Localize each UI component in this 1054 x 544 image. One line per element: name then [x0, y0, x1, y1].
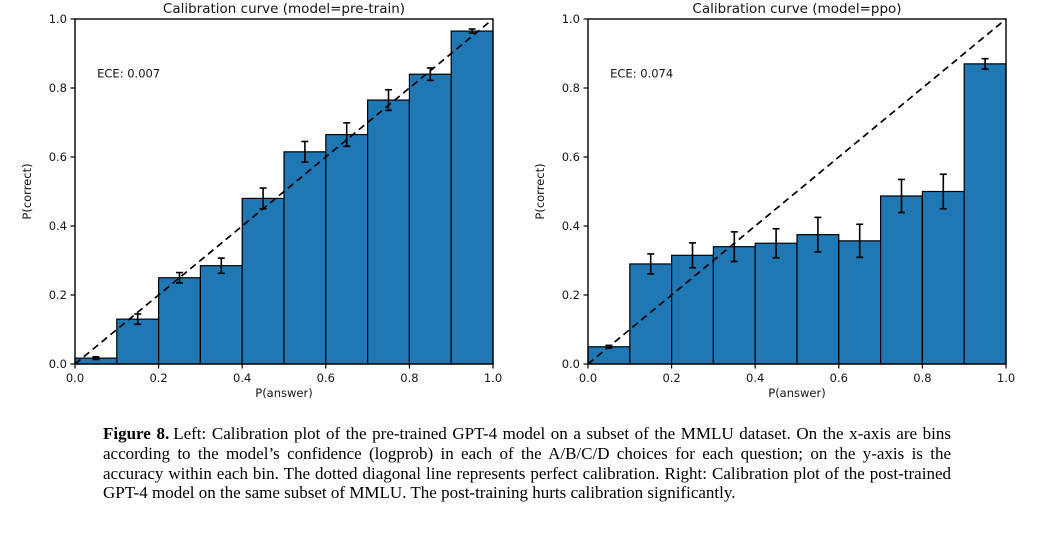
calibration-figure: 0.0 0.2 0.4 0.6 0.8 1.0 0.0 0.2 0.4 0.6 0.8 1.0 Cali…	[20, 1, 1015, 503]
perfect-calibration-line	[587, 18, 1007, 365]
error-bar	[217, 257, 225, 275]
y-axis-label: P(correct)	[20, 163, 34, 219]
error-bar	[856, 223, 864, 259]
error-bar	[772, 227, 780, 259]
histogram-bar	[241, 197, 285, 365]
histogram-bar	[671, 254, 715, 365]
error-bar	[92, 355, 100, 361]
x-tick-label: 0.8	[913, 371, 931, 385]
ece-annotation: ECE: 0.074	[610, 67, 673, 81]
histogram-bar	[754, 242, 798, 365]
histogram-bar	[838, 240, 882, 365]
histogram-bar	[408, 73, 452, 365]
chart-ppo: 0.0 0.2 0.4 0.6 0.8 1.0 0.0 0.2 0.4 0.6 0.8 1.0 Cali…	[533, 1, 1015, 400]
perfect-calibration-line	[74, 18, 494, 365]
histogram-bar	[116, 318, 160, 365]
histogram-bar	[587, 346, 631, 365]
y-tick-label: 0.4	[562, 219, 580, 233]
x-tick-label: 0.6	[830, 371, 848, 385]
x-tick-label: 0.6	[317, 371, 335, 385]
error-bar	[730, 231, 738, 263]
y-tick-label: 0.0	[49, 357, 67, 371]
histogram-bar	[629, 263, 673, 365]
histogram-bar	[367, 99, 411, 365]
chart-title: Calibration curve (model=pre-train)	[163, 1, 405, 17]
y-tick-label: 0.2	[562, 288, 580, 302]
histogram-bar	[880, 195, 924, 365]
x-tick-label: 0.4	[233, 371, 251, 385]
error-bar	[939, 173, 947, 210]
histogram-bar	[450, 30, 494, 365]
error-bar	[898, 178, 905, 214]
error-bar	[468, 28, 476, 34]
error-bar	[343, 122, 351, 148]
chart-title: Calibration curve (model=ppo)	[692, 1, 901, 17]
x-axis-label: P(answer)	[255, 386, 312, 400]
histogram-bar	[921, 190, 965, 365]
error-bar	[689, 242, 696, 269]
y-tick-label: 0.6	[562, 150, 580, 164]
figure-caption-text: Left: Calibration plot of the pre-traine…	[103, 424, 951, 503]
histogram-bar	[199, 265, 243, 365]
histogram-bar	[712, 246, 756, 365]
x-axis-label: P(answer)	[768, 386, 825, 400]
y-tick-label: 0.2	[49, 288, 67, 302]
histogram-bar	[796, 234, 840, 365]
y-tick-label: 0.8	[562, 81, 580, 95]
plot-border	[587, 18, 1007, 365]
y-tick-label: 1.0	[49, 12, 67, 26]
figure-caption-label: Figure 8.	[103, 424, 170, 443]
histogram-bar	[963, 63, 1007, 365]
y-axis-label: P(correct)	[533, 163, 547, 219]
x-tick-label: 1.0	[997, 371, 1015, 385]
error-bar	[385, 88, 392, 112]
charts-row: 0.0 0.2 0.4 0.6 0.8 1.0 0.0 0.2 0.4 0.6 0.8 1.0 Cali…	[20, 1, 1015, 400]
error-bar	[176, 271, 183, 284]
x-tick-label: 0.2	[662, 371, 680, 385]
y-tick-label: 0.4	[49, 219, 67, 233]
plot-border	[74, 18, 494, 365]
y-tick-label: 1.0	[562, 12, 580, 26]
error-bar	[301, 140, 309, 163]
x-tick-label: 0.0	[579, 371, 597, 385]
x-tick-label: 0.2	[149, 371, 167, 385]
y-tick-label: 0.8	[49, 81, 67, 95]
chart-pretrain: 0.0 0.2 0.4 0.6 0.8 1.0 0.0 0.2 0.4 0.6 0.8 1.0 Cali…	[20, 1, 502, 400]
y-tick-label: 0.0	[562, 357, 580, 371]
error-bar	[134, 313, 142, 326]
x-tick-label: 0.0	[66, 371, 84, 385]
y-tick-label: 0.6	[49, 150, 67, 164]
error-bar	[647, 253, 655, 275]
error-bar	[814, 216, 822, 253]
error-bar	[981, 57, 989, 70]
histogram-bar	[283, 151, 327, 365]
figure-caption: Figure 8. Left: Calibration plot of the p…	[103, 424, 951, 503]
x-tick-label: 0.8	[400, 371, 418, 385]
ece-annotation: ECE: 0.007	[97, 67, 160, 81]
x-tick-label: 1.0	[484, 371, 502, 385]
x-tick-label: 0.4	[746, 371, 764, 385]
histogram-bar	[325, 133, 369, 365]
